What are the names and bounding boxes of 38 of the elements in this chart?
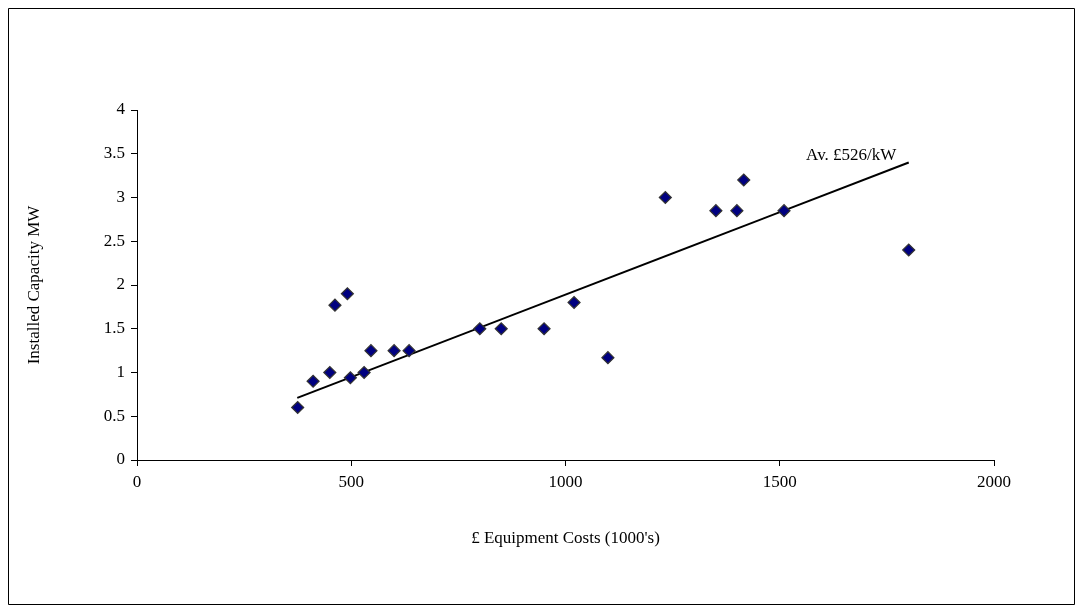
point bbox=[323, 365, 337, 380]
point bbox=[343, 371, 357, 385]
point bbox=[709, 204, 723, 218]
point bbox=[902, 243, 916, 257]
point bbox=[387, 344, 401, 358]
x-axis-title: £ Equipment Costs (1000's) bbox=[471, 528, 660, 548]
point bbox=[328, 298, 342, 312]
y-tick-label: 4 bbox=[116, 99, 126, 119]
point bbox=[473, 322, 487, 336]
y-tick-label: 0.5 bbox=[103, 405, 125, 425]
y-tick-label: 1.5 bbox=[103, 318, 125, 338]
annotation: Av. £526/kW bbox=[806, 145, 898, 165]
point bbox=[658, 190, 672, 205]
point bbox=[291, 400, 305, 415]
y-tick-label: 0 bbox=[116, 449, 125, 469]
point bbox=[364, 344, 378, 358]
y-tick-label: 2.5 bbox=[103, 230, 125, 250]
y-tick-label: 2 bbox=[116, 274, 125, 294]
y-axis-title: Installed Capacity MW bbox=[23, 204, 43, 365]
point bbox=[537, 322, 551, 336]
y-tick-label: 3.5 bbox=[103, 143, 125, 163]
x-tick-label: 2000 bbox=[977, 471, 1011, 491]
point bbox=[730, 204, 744, 218]
point bbox=[601, 351, 615, 365]
point bbox=[402, 344, 416, 358]
x-tick-label: 1500 bbox=[762, 471, 797, 491]
point bbox=[777, 204, 791, 218]
y-tick-label: 1 bbox=[116, 361, 125, 381]
point bbox=[567, 295, 581, 310]
point bbox=[340, 287, 354, 301]
x-tick-label: 1000 bbox=[548, 471, 583, 491]
point bbox=[357, 365, 371, 380]
point bbox=[306, 374, 320, 388]
point bbox=[494, 322, 508, 336]
x-tick-label: 0 bbox=[132, 471, 142, 491]
point bbox=[737, 173, 751, 187]
x-tick-label: 500 bbox=[338, 471, 364, 491]
y-tick-label: 3 bbox=[116, 186, 125, 206]
